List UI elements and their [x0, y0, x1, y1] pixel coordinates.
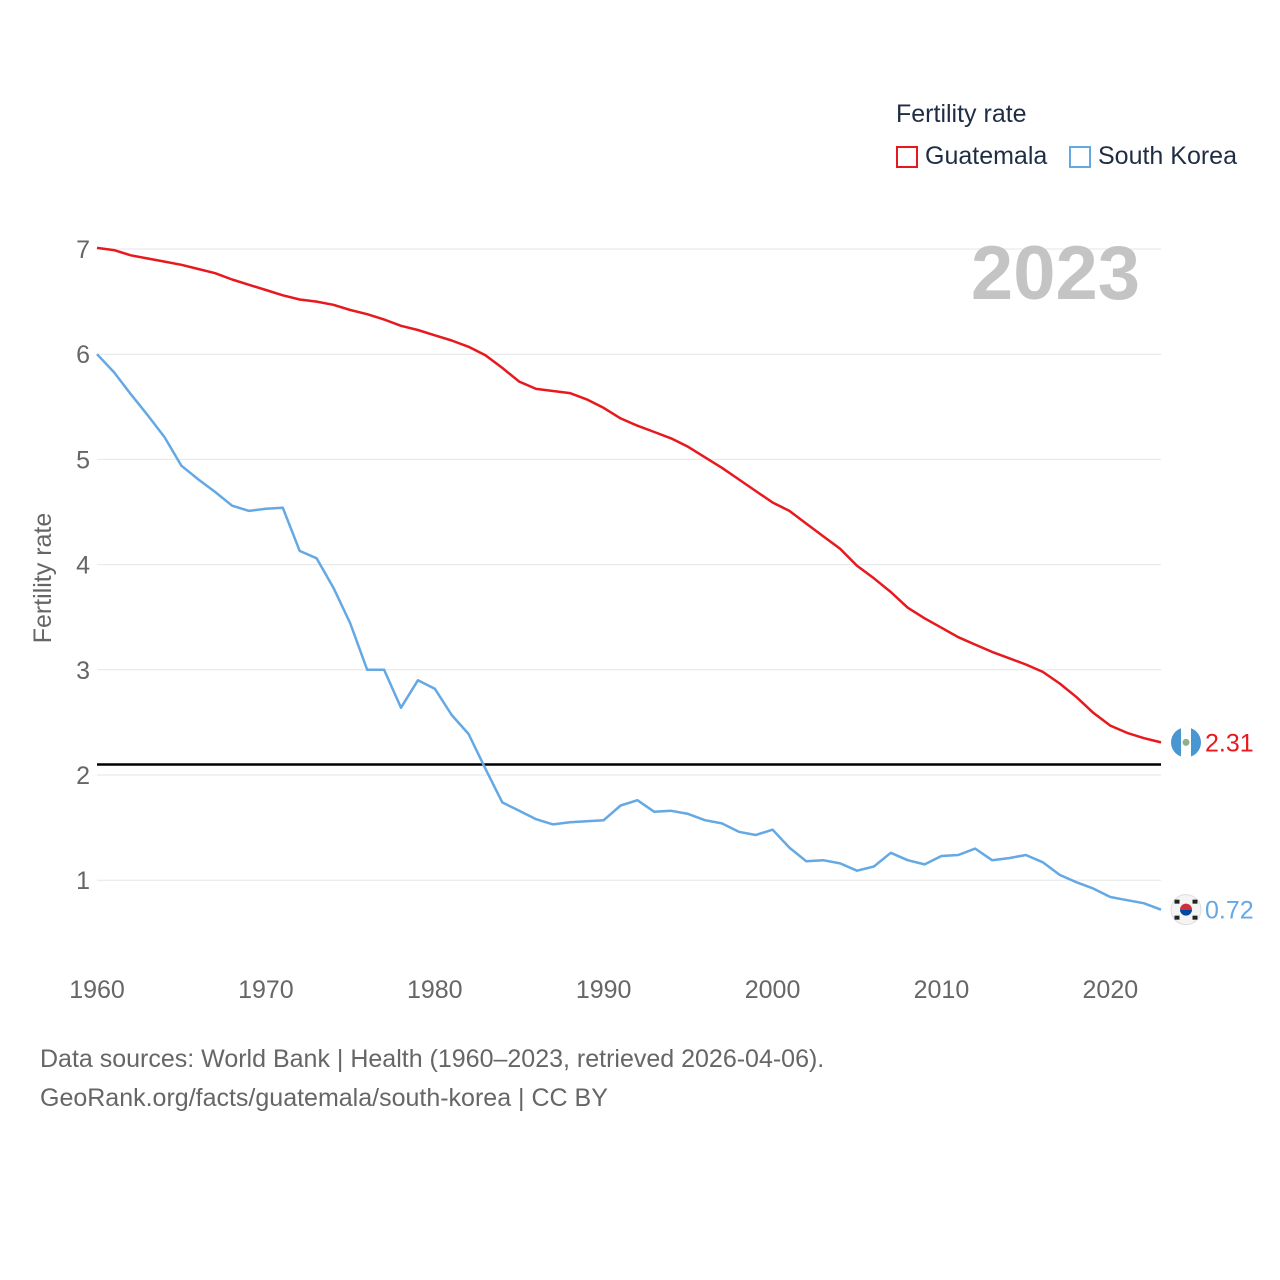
- flag-trigram-south-korea-2: [1174, 915, 1180, 920]
- end-value-label-south-korea: 0.72: [1205, 897, 1254, 925]
- series-line-south-korea: [96, 353, 1162, 911]
- end-value-label-guatemala: 2.31: [1205, 729, 1254, 757]
- legend-swatch-guatemala: [896, 145, 918, 168]
- x-tick-label-1980: 1980: [407, 976, 463, 1004]
- flag-taegeuk-top-south-korea: [1180, 903, 1192, 910]
- source-line-1: Data sources: World Bank | Health (1960–…: [40, 1045, 825, 1073]
- source-line-2[interactable]: GeoRank.org/facts/guatemala/south-korea …: [40, 1084, 608, 1112]
- y-tick-label-4: 4: [76, 552, 90, 580]
- x-tick-label-1990: 1990: [576, 976, 632, 1004]
- x-tick-label-2000: 2000: [745, 976, 801, 1004]
- y-axis-label: Fertility rate: [29, 513, 57, 644]
- flag-icon-guatemala: [1171, 727, 1201, 758]
- legend-swatch-south-korea: [1069, 145, 1091, 168]
- x-tick-label-1960: 1960: [69, 976, 125, 1004]
- gridlines: [97, 248, 1161, 881]
- flag-trigram-south-korea-3: [1192, 915, 1198, 920]
- y-tick-label-3: 3: [76, 657, 90, 685]
- legend-label-south-korea: South Korea: [1098, 142, 1237, 170]
- flag-taegeuk-bottom-south-korea: [1180, 909, 1192, 916]
- x-tick-label-2010: 2010: [914, 976, 970, 1004]
- flag-trigram-south-korea-1: [1192, 899, 1198, 904]
- series-line-guatemala: [96, 246, 1162, 744]
- legend-item-south-korea[interactable]: South Korea: [1069, 142, 1237, 171]
- y-tick-label-6: 6: [76, 341, 90, 369]
- y-tick-label-7: 7: [76, 236, 90, 264]
- y-tick-label-2: 2: [76, 762, 90, 790]
- y-tick-label-5: 5: [76, 446, 90, 474]
- legend-item-guatemala[interactable]: Guatemala: [896, 142, 1047, 171]
- series-lines: [96, 246, 1162, 911]
- y-axis-ticks: 1 2 3 4 5 6 7: [76, 236, 90, 895]
- legend-title: Fertility rate: [896, 100, 1027, 128]
- x-tick-label-1970: 1970: [238, 976, 294, 1004]
- flag-icon-south-korea: [1170, 894, 1202, 926]
- flag-emblem-guatemala: [1182, 738, 1190, 746]
- y-tick-label-1: 1: [76, 867, 90, 895]
- x-axis-ticks: 1960 1970 1980 1990 2000 2010 2020: [69, 976, 1138, 1004]
- year-label: 2023: [971, 231, 1140, 316]
- flag-trigram-south-korea-0: [1174, 899, 1180, 904]
- x-tick-label-2020: 2020: [1083, 976, 1139, 1004]
- legend-label-guatemala: Guatemala: [925, 142, 1048, 170]
- series-end-markers: 2.31 0.72: [1170, 727, 1254, 926]
